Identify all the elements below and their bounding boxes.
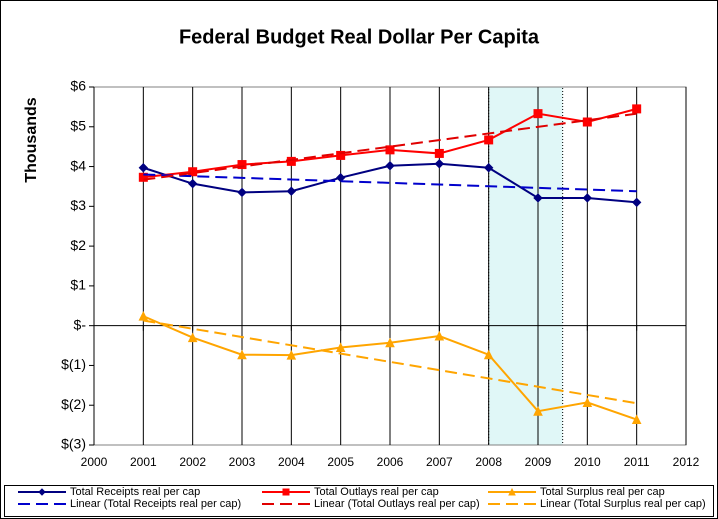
x-tick-label: 2005 bbox=[327, 455, 354, 469]
marker bbox=[434, 159, 445, 169]
series-line bbox=[143, 319, 637, 405]
marker bbox=[237, 187, 247, 198]
y-tick-label: $(2) bbox=[61, 396, 86, 412]
marker bbox=[582, 193, 593, 203]
marker bbox=[631, 197, 642, 208]
marker bbox=[286, 349, 297, 360]
marker bbox=[508, 487, 516, 496]
x-tick-label: 2011 bbox=[624, 455, 650, 469]
legend-label: Total Surplus real per cap bbox=[540, 486, 665, 498]
marker bbox=[187, 332, 198, 343]
marker bbox=[533, 109, 543, 119]
marker bbox=[484, 135, 494, 145]
legend-label: Total Receipts real per cap bbox=[70, 486, 200, 498]
x-tick-label: 2008 bbox=[475, 455, 502, 469]
y-tick-label: $5 bbox=[70, 117, 86, 133]
marker bbox=[483, 349, 494, 360]
marker bbox=[385, 145, 395, 155]
y-tick-label: $6 bbox=[70, 78, 86, 94]
x-tick-label: 2004 bbox=[278, 455, 305, 469]
x-tick-label: 2006 bbox=[377, 455, 404, 469]
chart-title: Federal Budget Real Dollar Per Capita bbox=[179, 26, 540, 48]
marker bbox=[385, 161, 395, 171]
marker bbox=[138, 163, 149, 173]
legend-label: Linear (Total Receipts real per cap) bbox=[70, 498, 241, 510]
marker bbox=[434, 148, 444, 158]
marker bbox=[385, 337, 395, 348]
marker bbox=[38, 488, 46, 496]
marker bbox=[582, 117, 592, 127]
marker bbox=[188, 167, 198, 177]
marker bbox=[138, 311, 149, 321]
marker bbox=[237, 349, 247, 360]
y-tick-label: $- bbox=[74, 316, 87, 332]
marker bbox=[434, 330, 445, 341]
series-line bbox=[143, 173, 637, 193]
marker bbox=[286, 186, 297, 196]
x-tick-label: 2001 bbox=[130, 455, 157, 469]
highlight-region bbox=[488, 86, 564, 446]
x-tick-label: 2009 bbox=[525, 455, 552, 469]
x-tick-label: 2002 bbox=[179, 455, 206, 469]
y-tick-label: $1 bbox=[70, 277, 86, 293]
marker bbox=[533, 193, 543, 203]
marker bbox=[335, 172, 346, 183]
marker bbox=[335, 342, 346, 353]
marker bbox=[282, 488, 290, 496]
marker bbox=[138, 172, 148, 182]
series-line bbox=[143, 112, 637, 181]
marker bbox=[187, 178, 198, 189]
legend-label: Linear (Total Outlays real per cap) bbox=[314, 498, 480, 510]
marker bbox=[631, 414, 642, 425]
y-tick-label: $(1) bbox=[61, 356, 86, 372]
y-tick-label: $2 bbox=[70, 237, 86, 253]
marker bbox=[582, 397, 593, 407]
x-tick-label: 2003 bbox=[229, 455, 256, 469]
x-tick-label: 2010 bbox=[574, 455, 601, 469]
y-tick-label: $3 bbox=[70, 197, 86, 213]
marker bbox=[237, 160, 247, 170]
legend-label: Total Outlays real per cap bbox=[314, 486, 439, 498]
marker bbox=[533, 406, 543, 416]
x-tick-label: 2007 bbox=[426, 455, 453, 469]
marker bbox=[483, 163, 494, 173]
marker bbox=[632, 104, 642, 114]
y-tick-label: $(3) bbox=[61, 436, 86, 452]
marker bbox=[336, 150, 346, 160]
y-axis-label: Thousands bbox=[23, 97, 40, 182]
x-tick-label: 2000 bbox=[81, 455, 108, 469]
y-tick-label: $4 bbox=[70, 157, 86, 173]
x-tick-label: 2012 bbox=[673, 455, 700, 469]
legend-label: Linear (Total Surplus real per cap) bbox=[540, 498, 706, 510]
legend bbox=[4, 485, 714, 517]
